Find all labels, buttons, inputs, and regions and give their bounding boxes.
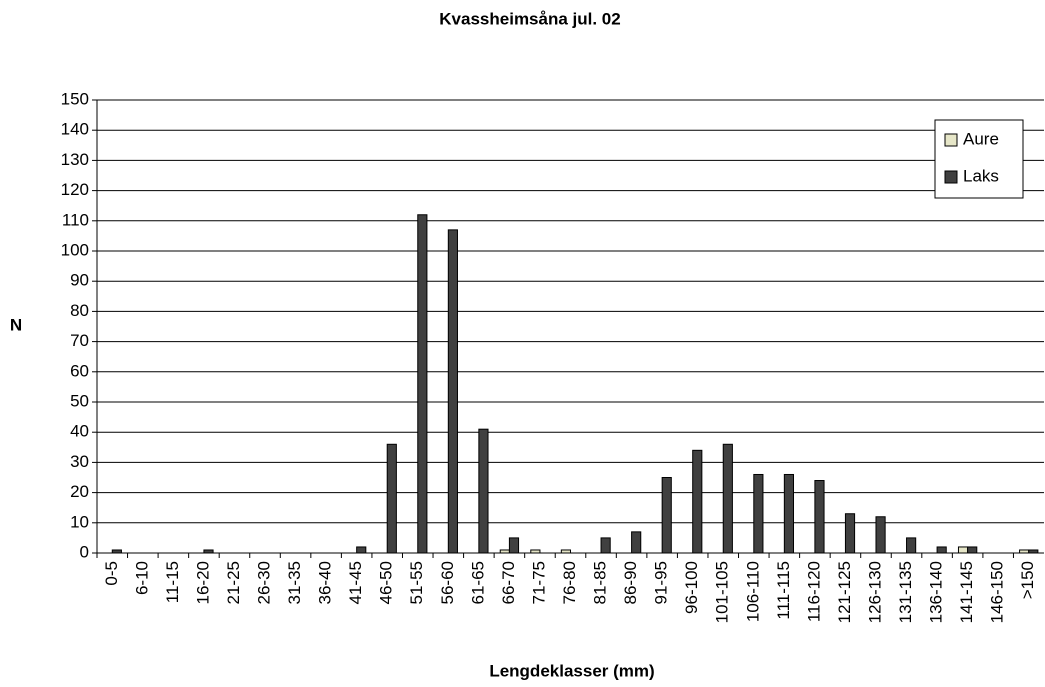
bar — [662, 478, 671, 554]
x-tick-label: 36-40 — [316, 561, 335, 604]
bar — [968, 547, 977, 553]
bar — [784, 474, 793, 553]
bar — [958, 547, 967, 553]
y-tick-label: 100 — [61, 240, 89, 259]
bar — [845, 514, 854, 553]
legend-label: Aure — [963, 129, 999, 148]
y-tick-label: 20 — [70, 482, 89, 501]
bar — [448, 230, 457, 553]
x-tick-label: 116-120 — [804, 561, 823, 622]
y-tick-label: 0 — [80, 542, 89, 561]
chart: Kvassheimsåna jul. 02 N Lengdeklasser (m… — [0, 0, 1045, 687]
y-tick-label: 80 — [70, 301, 89, 320]
bar — [509, 538, 518, 553]
x-tick-label: 31-35 — [285, 561, 304, 604]
y-tick-label: 140 — [61, 120, 89, 139]
x-tick-label: 71-75 — [529, 561, 548, 604]
x-tick-label: 61-65 — [468, 561, 487, 604]
x-tick-label: 146-150 — [988, 561, 1007, 623]
x-tick-label: 21-25 — [224, 561, 243, 604]
x-tick-label: 101-105 — [713, 561, 732, 623]
x-tick-label: 131-135 — [896, 561, 915, 623]
x-axis-label: Lengdeklasser (mm) — [489, 661, 654, 680]
y-tick-label: 70 — [70, 331, 89, 350]
x-tick-label: 26-30 — [255, 561, 274, 604]
x-tick-label: 41-45 — [346, 561, 365, 604]
x-tick-label: 86-90 — [621, 561, 640, 604]
x-tick-label: 106-110 — [743, 561, 762, 622]
chart-title: Kvassheimsåna jul. 02 — [439, 9, 620, 28]
x-tick-label: 16-20 — [193, 561, 212, 604]
x-tick-label: 96-100 — [682, 561, 701, 614]
bar — [418, 215, 427, 553]
y-tick-label: 40 — [70, 422, 89, 441]
x-tick-label: 141-145 — [957, 561, 976, 623]
bar — [693, 450, 702, 553]
x-tick-label: 126-130 — [865, 561, 884, 623]
y-tick-label: 50 — [70, 391, 89, 410]
y-tick-label: 30 — [70, 452, 89, 471]
bar — [937, 547, 946, 553]
x-tick-label: 51-55 — [407, 561, 426, 604]
x-tick-label: 6-10 — [132, 561, 151, 595]
legend-label: Laks — [963, 166, 999, 185]
bar — [754, 474, 763, 553]
bar — [876, 517, 885, 553]
x-tick-label: >150 — [1018, 561, 1037, 599]
y-tick-label: 90 — [70, 271, 89, 290]
bar — [907, 538, 916, 553]
bar — [723, 444, 732, 553]
y-tick-label: 120 — [61, 180, 89, 199]
y-axis-label: N — [10, 315, 22, 334]
y-tick-label: 150 — [61, 89, 89, 108]
x-tick-label: 46-50 — [377, 561, 396, 604]
bar — [632, 532, 641, 553]
y-tick-label: 110 — [62, 210, 89, 229]
y-tick-label: 10 — [70, 512, 89, 531]
y-tick-label: 60 — [70, 361, 89, 380]
x-tick-label: 66-70 — [499, 561, 518, 604]
x-tick-label: 11-15 — [163, 561, 182, 603]
bar — [357, 547, 366, 553]
x-tick-label: 0-5 — [102, 561, 121, 586]
legend-swatch — [945, 171, 957, 183]
x-tick-label: 121-125 — [835, 561, 854, 623]
y-tick-label: 130 — [61, 150, 89, 169]
x-tick-label: 111-115 — [774, 561, 793, 620]
bar — [387, 444, 396, 553]
bar — [601, 538, 610, 553]
x-tick-label: 81-85 — [591, 561, 610, 604]
x-tick-label: 76-80 — [560, 561, 579, 604]
legend-swatch — [945, 134, 957, 146]
x-tick-label: 91-95 — [652, 561, 671, 604]
x-tick-label: 56-60 — [438, 561, 457, 604]
bar — [815, 481, 824, 553]
bar — [479, 429, 488, 553]
x-tick-label: 136-140 — [927, 561, 946, 623]
